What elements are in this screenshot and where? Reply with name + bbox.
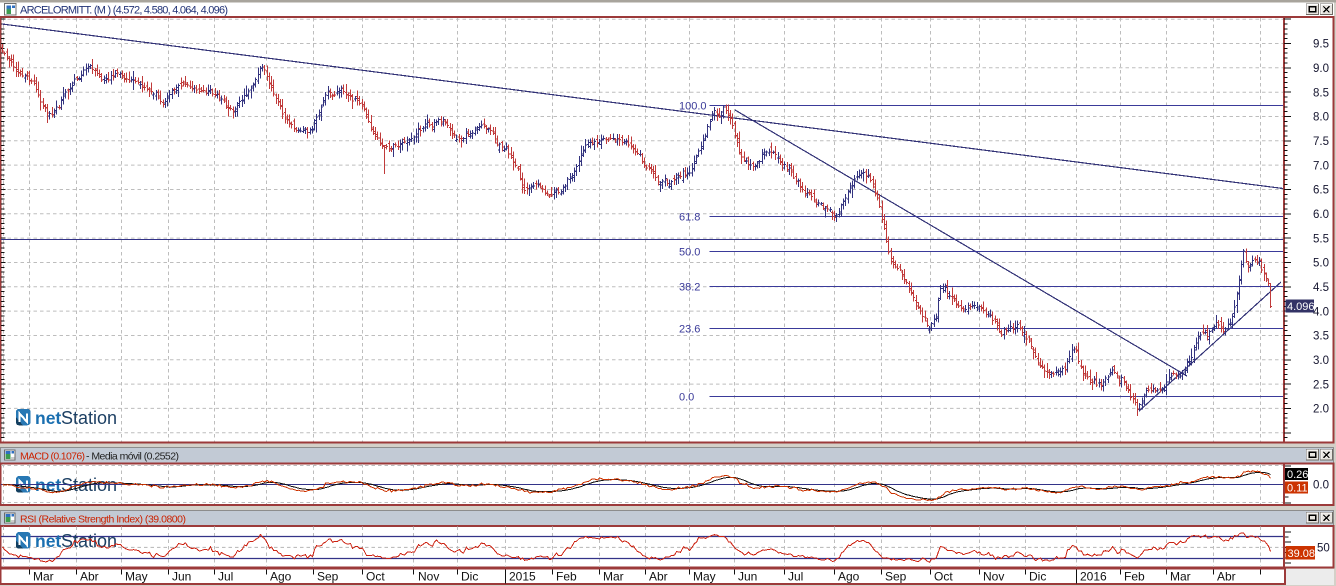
- svg-text:2.5: 2.5: [1313, 379, 1329, 391]
- svg-text:net: net: [35, 531, 61, 551]
- svg-text:7.0: 7.0: [1313, 160, 1329, 172]
- svg-text:3.0: 3.0: [1313, 355, 1329, 367]
- svg-text:Mar: Mar: [33, 570, 54, 584]
- svg-text:net: net: [35, 408, 61, 428]
- svg-text:Station: Station: [61, 408, 117, 428]
- svg-text:39.08: 39.08: [1288, 548, 1316, 560]
- svg-text:2015: 2015: [509, 570, 536, 584]
- svg-text:Jul: Jul: [218, 570, 233, 584]
- svg-text:5.5: 5.5: [1313, 233, 1329, 245]
- svg-text:5.0: 5.0: [1313, 258, 1329, 270]
- svg-text:Abr: Abr: [80, 570, 99, 584]
- svg-text:61.8: 61.8: [679, 211, 700, 223]
- svg-text:6.5: 6.5: [1313, 185, 1329, 197]
- svg-text:4.5: 4.5: [1313, 282, 1329, 294]
- svg-text:38.2: 38.2: [679, 281, 700, 293]
- svg-text:2016: 2016: [1080, 570, 1107, 584]
- svg-text:Oct: Oct: [366, 570, 385, 584]
- svg-text:9.0: 9.0: [1313, 63, 1329, 75]
- svg-text:ARCELORMITT. (M ) (4.572, 4.58: ARCELORMITT. (M ) (4.572, 4.580, 4.064, …: [20, 5, 228, 17]
- svg-text:4.096: 4.096: [1287, 301, 1315, 313]
- svg-text:3.5: 3.5: [1313, 331, 1329, 343]
- svg-text:Oct: Oct: [934, 570, 953, 584]
- svg-text:8.5: 8.5: [1313, 87, 1329, 99]
- svg-text:May: May: [125, 570, 148, 584]
- svg-text:0.0: 0.0: [1313, 480, 1329, 492]
- svg-text:9.5: 9.5: [1313, 39, 1329, 51]
- svg-text:Sep: Sep: [317, 570, 339, 584]
- svg-text:Nov: Nov: [983, 570, 1004, 584]
- svg-text:50.0: 50.0: [679, 246, 700, 258]
- svg-text:23.6: 23.6: [679, 323, 700, 335]
- svg-text:Dic: Dic: [1029, 570, 1046, 584]
- svg-text:Mar: Mar: [603, 570, 624, 584]
- svg-text:Ago: Ago: [270, 570, 292, 584]
- svg-text:2.0: 2.0: [1313, 404, 1329, 416]
- svg-text:Jun: Jun: [172, 570, 191, 584]
- svg-text:Nov: Nov: [418, 570, 439, 584]
- svg-text:Abr: Abr: [1217, 570, 1236, 584]
- svg-text:Abr: Abr: [649, 570, 668, 584]
- svg-text:Jun: Jun: [738, 570, 757, 584]
- svg-text:0.11: 0.11: [1287, 482, 1308, 494]
- svg-text:Sep: Sep: [885, 570, 907, 584]
- svg-text:May: May: [693, 570, 716, 584]
- svg-text:Mar: Mar: [1170, 570, 1191, 584]
- svg-text:50: 50: [1317, 543, 1330, 555]
- svg-text:0.0: 0.0: [679, 391, 694, 403]
- svg-text:- Media móvil (0.2552): - Media móvil (0.2552): [86, 451, 179, 463]
- svg-text:100.0: 100.0: [679, 100, 707, 112]
- svg-text:Feb: Feb: [556, 570, 577, 584]
- svg-text:Feb: Feb: [1124, 570, 1145, 584]
- svg-text:Jul: Jul: [788, 570, 803, 584]
- svg-text:RSI (Relative Strength Index): RSI (Relative Strength Index) (39.0800): [20, 514, 186, 526]
- svg-text:Dic: Dic: [461, 570, 478, 584]
- svg-text:0.26: 0.26: [1287, 469, 1308, 481]
- svg-text:Station: Station: [61, 531, 117, 551]
- svg-text:6.0: 6.0: [1313, 209, 1329, 221]
- svg-text:Ago: Ago: [838, 570, 860, 584]
- svg-text:8.0: 8.0: [1313, 112, 1329, 124]
- svg-text:4.0: 4.0: [1313, 306, 1329, 318]
- svg-text:7.5: 7.5: [1313, 136, 1329, 148]
- svg-text:MACD (0.1076): MACD (0.1076): [20, 451, 85, 463]
